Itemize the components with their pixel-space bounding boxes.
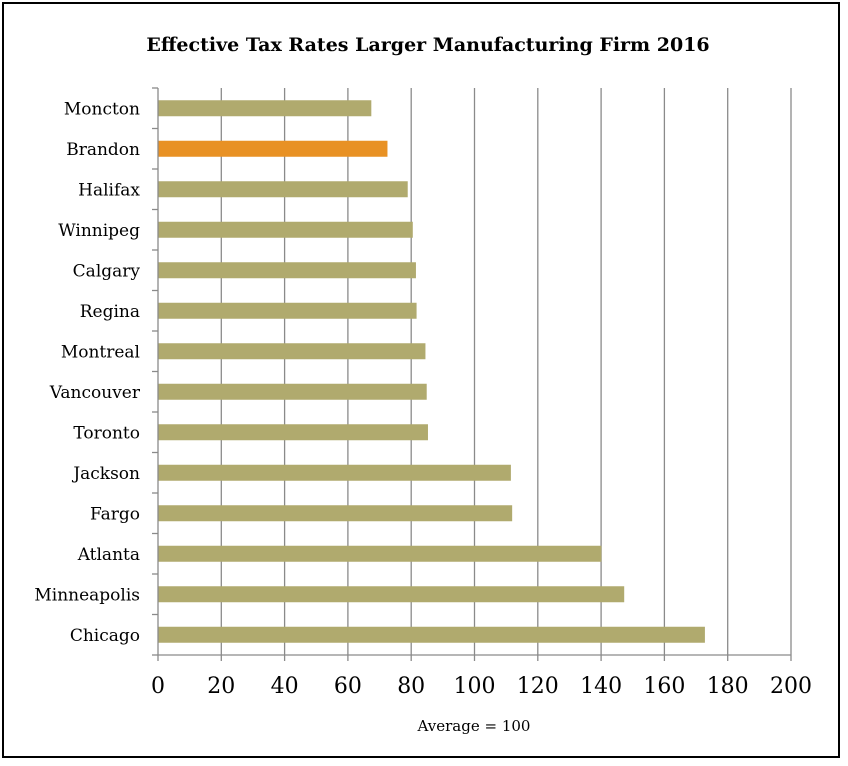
bar-fargo xyxy=(158,505,513,522)
chart-title: Effective Tax Rates Larger Manufacturing… xyxy=(146,34,709,56)
axes xyxy=(152,87,792,661)
x-tick-label: 160 xyxy=(643,674,685,699)
x-tick-label: 140 xyxy=(580,674,622,699)
bar-calgary xyxy=(158,262,416,279)
bar-jackson xyxy=(158,464,511,481)
bar-atlanta xyxy=(158,545,602,562)
x-tick-label: 20 xyxy=(207,674,235,699)
category-label: Vancouver xyxy=(49,383,141,403)
gridlines xyxy=(220,88,792,655)
x-tick-label: 200 xyxy=(770,674,812,699)
category-label: Fargo xyxy=(90,504,140,524)
category-labels: Moncton Brandon Halifax Winnipeg Calgary Regi… xyxy=(34,99,141,646)
x-tick-labels: 0 20 40 60 80 100 120 140 160 180 200 xyxy=(151,674,812,699)
x-tick-label: 180 xyxy=(707,674,749,699)
category-label: Toronto xyxy=(73,423,140,443)
category-label: Chicago xyxy=(70,626,140,646)
category-label: Winnipeg xyxy=(58,221,140,241)
bar-vancouver xyxy=(158,383,427,400)
bar-winnipeg xyxy=(158,221,413,238)
category-label: Atlanta xyxy=(77,545,140,565)
category-label: Halifax xyxy=(78,180,140,200)
x-tick-label: 0 xyxy=(151,674,165,699)
x-tick-label: 40 xyxy=(271,674,299,699)
category-label: Calgary xyxy=(73,261,141,281)
category-label: Minneapolis xyxy=(34,585,140,605)
x-axis-title: Average = 100 xyxy=(417,717,531,735)
bar-brandon xyxy=(158,140,388,157)
bar-montreal xyxy=(158,343,426,360)
bar-regina xyxy=(158,302,417,319)
category-label: Regina xyxy=(80,302,140,322)
x-tick-label: 100 xyxy=(454,674,496,699)
category-label: Montreal xyxy=(61,342,140,362)
category-label: Moncton xyxy=(64,99,140,119)
x-tick-label: 80 xyxy=(397,674,425,699)
x-tick-label: 60 xyxy=(334,674,362,699)
bar-toronto xyxy=(158,424,428,441)
category-label: Brandon xyxy=(66,140,140,160)
bar-minneapolis xyxy=(158,586,625,603)
bar-moncton xyxy=(158,100,372,117)
bar-chicago xyxy=(158,626,705,643)
bars xyxy=(158,100,705,643)
category-label: Jackson xyxy=(71,464,140,484)
x-tick-label: 120 xyxy=(517,674,559,699)
bar-halifax xyxy=(158,181,408,198)
